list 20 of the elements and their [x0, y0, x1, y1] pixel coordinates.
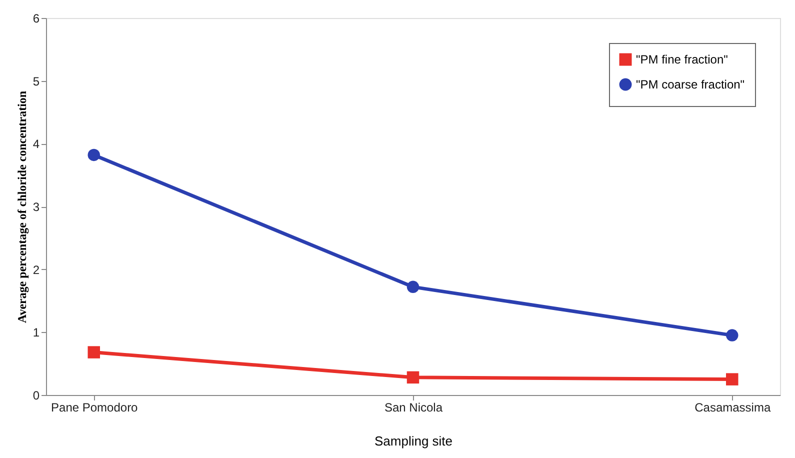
y-tick-label: 4 — [32, 137, 40, 152]
x-axis-title: Sampling site — [374, 434, 453, 448]
y-tick-label: 0 — [32, 388, 40, 402]
y-tick-label: 3 — [32, 200, 40, 214]
y-tick-label: 6 — [32, 12, 40, 26]
x-tick-label: Pane Pomodoro — [51, 400, 138, 414]
point — [406, 280, 420, 294]
point — [88, 148, 100, 162]
x-tick-label: San Nicola — [384, 400, 443, 414]
x-tick-label: Casamassima — [694, 400, 771, 414]
point — [726, 329, 738, 342]
point — [726, 373, 738, 386]
legend-label: "PM coarse fraction" — [636, 78, 745, 92]
y-tick-label: 1 — [32, 326, 40, 340]
y-tick-label: 5 — [32, 74, 40, 88]
y-axis-title: Average percentage of chloride concentration — [14, 90, 29, 324]
legend-label: "PM fine fraction" — [636, 52, 728, 66]
point — [88, 346, 100, 358]
point — [406, 371, 420, 384]
y-tick-label: 2 — [32, 262, 40, 277]
